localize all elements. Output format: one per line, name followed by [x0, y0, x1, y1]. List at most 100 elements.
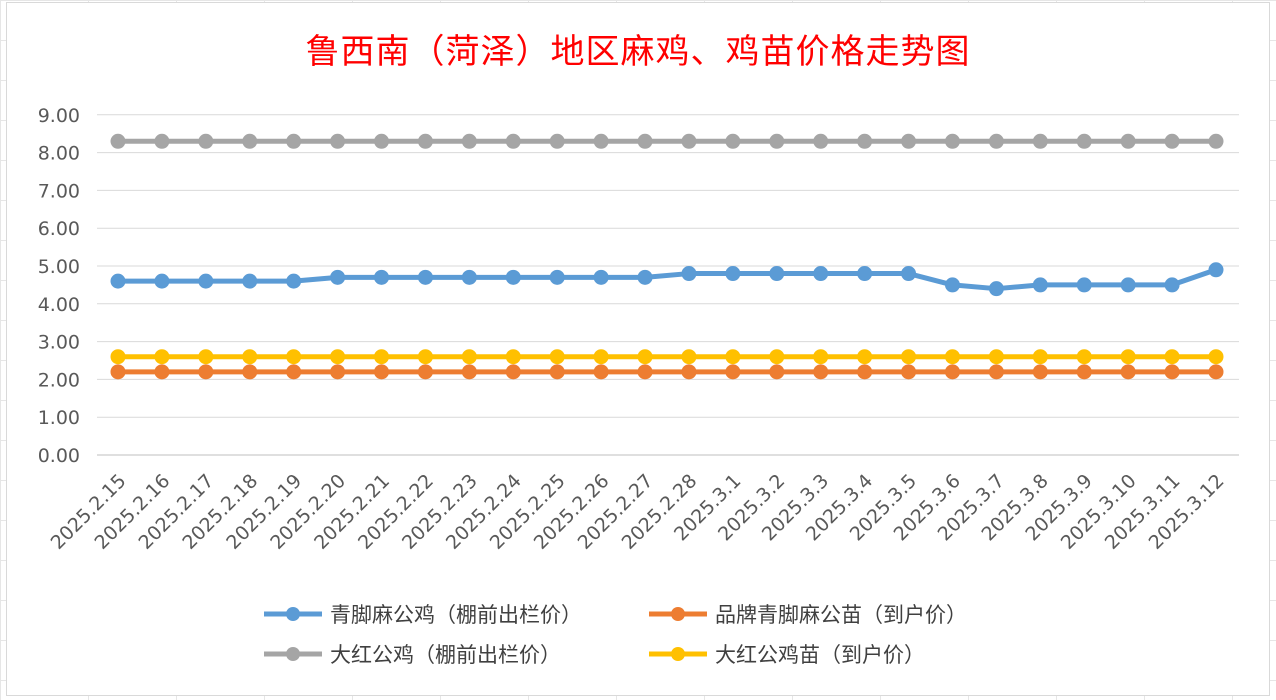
data-point: [417, 269, 433, 285]
data-point: [944, 349, 960, 365]
data-point: [330, 364, 346, 380]
y-tick-label: 0.00: [38, 445, 80, 467]
data-point: [857, 364, 873, 380]
data-point: [813, 133, 829, 149]
data-point: [1032, 349, 1048, 365]
legend-swatch-marker: [286, 607, 300, 621]
data-point: [1120, 364, 1136, 380]
data-point: [769, 349, 785, 365]
data-point: [901, 266, 917, 282]
data-point: [461, 349, 477, 365]
data-point: [242, 364, 258, 380]
data-point: [461, 269, 477, 285]
data-point: [154, 133, 170, 149]
data-point: [110, 364, 126, 380]
legend-swatch: [264, 647, 322, 661]
legend-swatch: [649, 647, 707, 661]
legend-label: 品牌青脚麻公苗（到户价）: [715, 603, 967, 627]
chart-area[interactable]: [6, 2, 1270, 696]
data-point: [549, 133, 565, 149]
data-point: [1076, 133, 1092, 149]
legend-item: 品牌青脚麻公苗（到户价）: [647, 596, 967, 632]
data-point: [198, 364, 214, 380]
data-point: [988, 349, 1004, 365]
data-point: [242, 273, 258, 289]
data-point: [330, 133, 346, 149]
data-point: [154, 273, 170, 289]
data-point: [110, 273, 126, 289]
data-point: [198, 133, 214, 149]
data-point: [505, 349, 521, 365]
data-point: [681, 349, 697, 365]
legend-swatch-marker: [286, 647, 300, 661]
data-point: [1076, 277, 1092, 293]
legend-swatch-marker: [671, 607, 685, 621]
legend-item: 青脚麻公鸡（棚前出栏价）: [262, 596, 582, 632]
data-point: [637, 269, 653, 285]
data-point: [1208, 262, 1224, 278]
legend-label: 青脚麻公鸡（棚前出栏价）: [330, 603, 582, 627]
data-point: [988, 133, 1004, 149]
data-point: [901, 349, 917, 365]
data-point: [988, 364, 1004, 380]
data-point: [988, 281, 1004, 297]
data-point: [286, 133, 302, 149]
y-tick-label: 2.00: [38, 369, 80, 391]
data-point: [286, 349, 302, 365]
data-point: [154, 349, 170, 365]
data-point: [725, 364, 741, 380]
data-point: [681, 266, 697, 282]
data-point: [1164, 277, 1180, 293]
legend-label: 大红公鸡苗（到户价）: [715, 643, 925, 667]
legend-swatch: [264, 607, 322, 621]
y-tick-label: 7.00: [38, 180, 80, 202]
data-point: [593, 364, 609, 380]
data-point: [637, 133, 653, 149]
data-point: [198, 349, 214, 365]
data-point: [857, 266, 873, 282]
data-point: [725, 349, 741, 365]
data-point: [769, 266, 785, 282]
data-point: [901, 133, 917, 149]
data-point: [505, 269, 521, 285]
y-tick-label: 3.00: [38, 332, 80, 354]
data-point: [769, 133, 785, 149]
legend-label: 大红公鸡（棚前出栏价）: [330, 643, 561, 667]
chart-title: 鲁西南（菏泽）地区麻鸡、鸡苗价格走势图: [305, 32, 971, 72]
data-point: [1164, 364, 1180, 380]
data-point: [1120, 277, 1136, 293]
data-point: [374, 133, 390, 149]
data-point: [417, 349, 433, 365]
data-point: [417, 364, 433, 380]
data-point: [549, 364, 565, 380]
data-point: [110, 133, 126, 149]
data-point: [944, 133, 960, 149]
data-point: [505, 364, 521, 380]
y-tick-label: 9.00: [38, 105, 80, 127]
data-point: [374, 349, 390, 365]
legend-item: 大红公鸡苗（到户价）: [647, 636, 925, 672]
y-tick-label: 8.00: [38, 143, 80, 165]
data-point: [593, 269, 609, 285]
data-point: [1208, 364, 1224, 380]
data-point: [549, 269, 565, 285]
data-point: [110, 349, 126, 365]
data-point: [637, 364, 653, 380]
data-point: [813, 349, 829, 365]
data-point: [1032, 277, 1048, 293]
data-point: [374, 269, 390, 285]
legend-item: 大红公鸡（棚前出栏价）: [262, 636, 561, 672]
data-point: [813, 266, 829, 282]
data-point: [242, 133, 258, 149]
data-point: [286, 273, 302, 289]
data-point: [944, 364, 960, 380]
y-tick-label: 6.00: [38, 218, 80, 240]
legend-swatch-marker: [671, 647, 685, 661]
y-tick-label: 5.00: [38, 256, 80, 278]
data-point: [461, 133, 477, 149]
data-point: [857, 133, 873, 149]
data-point: [198, 273, 214, 289]
data-point: [901, 364, 917, 380]
data-point: [593, 349, 609, 365]
